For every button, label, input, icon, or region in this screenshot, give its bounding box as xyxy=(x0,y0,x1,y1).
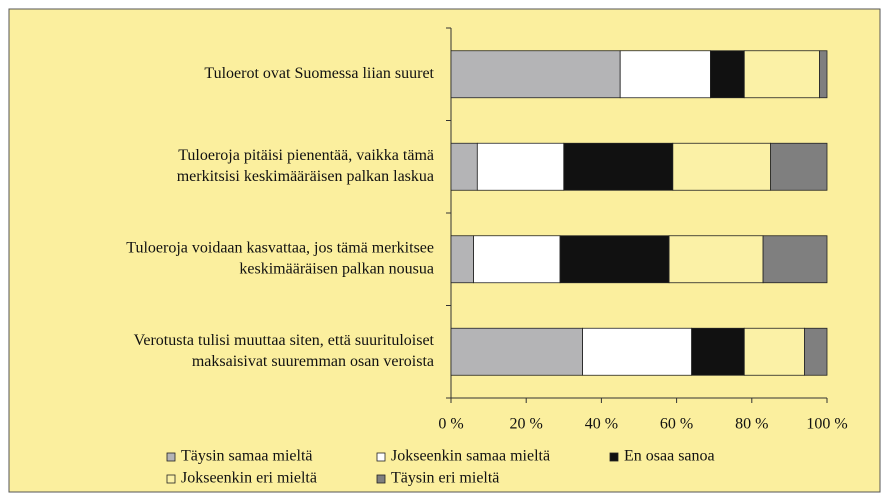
legend-swatch xyxy=(166,452,176,462)
legend-label: Täysin samaa mieltä xyxy=(181,448,313,465)
bar-segment xyxy=(563,142,674,191)
category-label: keskimääräisen palkan nousua xyxy=(239,260,434,277)
bar-segment xyxy=(762,235,828,284)
bar-segment xyxy=(473,235,561,284)
bar-segment xyxy=(710,50,745,99)
legend-swatch xyxy=(376,474,386,484)
bar-segment xyxy=(450,235,474,284)
bar-segment xyxy=(819,50,828,99)
bar-segment xyxy=(691,327,745,376)
category-label: Verotusta tulisi muuttaa siten, että suu… xyxy=(134,332,435,349)
x-tick-label: 100 % xyxy=(806,416,847,433)
x-tick-label: 40 % xyxy=(585,416,618,433)
legend-swatch xyxy=(376,452,386,462)
bar-segment xyxy=(770,142,828,191)
legend-label: En osaa sanoa xyxy=(624,448,715,465)
legend-swatch xyxy=(166,474,176,484)
legend-label: Jokseenkin samaa mieltä xyxy=(391,448,550,465)
legend-label: Jokseenkin eri mieltä xyxy=(181,470,317,487)
category-label: Tuloeroja pitäisi pienentää, vaikka tämä xyxy=(178,147,434,164)
bar-segment xyxy=(582,327,693,376)
x-tick-label: 80 % xyxy=(735,416,768,433)
bar-segment xyxy=(804,327,828,376)
bar-segment xyxy=(743,327,805,376)
legend-swatch xyxy=(609,452,619,462)
x-tick-label: 60 % xyxy=(660,416,693,433)
bar-segment xyxy=(476,142,565,191)
x-tick-label: 0 % xyxy=(438,416,463,433)
x-tick-label: 20 % xyxy=(510,416,543,433)
bar-segment xyxy=(559,235,670,284)
bar-segment xyxy=(743,50,820,99)
category-label: Tuloerot ovat Suomessa liian suuret xyxy=(204,65,434,82)
legend-label: Täysin eri mieltä xyxy=(391,470,499,487)
bar-segment xyxy=(450,50,621,99)
bar-segment xyxy=(450,327,584,376)
category-label: Tuloeroja voidaan kasvattaa, jos tämä me… xyxy=(126,239,434,256)
bar-segment xyxy=(672,142,772,191)
bar-segment xyxy=(668,235,764,284)
category-label: maksaisivat suuremman osan veroista xyxy=(192,353,434,370)
category-label: merkitsisi keskimääräisen palkan laskua xyxy=(177,168,434,185)
bar-segment xyxy=(450,142,478,191)
bar-segment xyxy=(619,50,711,99)
